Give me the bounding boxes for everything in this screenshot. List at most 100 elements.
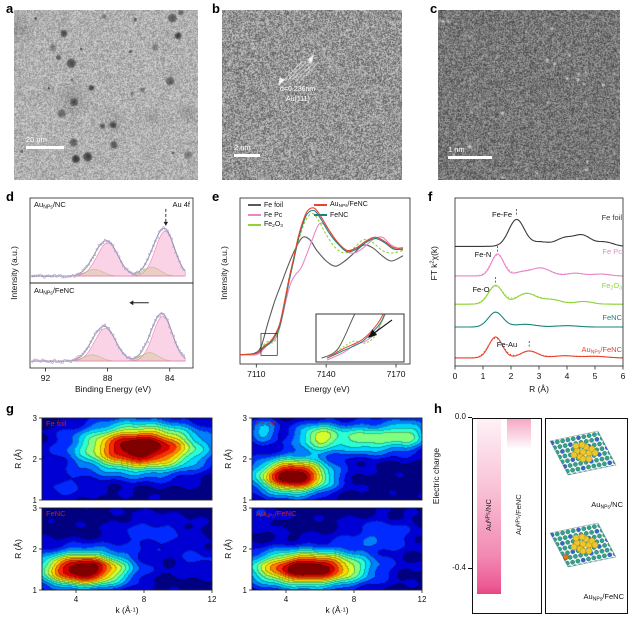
panel-c-letter: c (430, 1, 438, 16)
c-atom (570, 436, 576, 442)
xps-raw-dot (180, 265, 183, 269)
exafs-x-axis-title: R (Å) (529, 384, 549, 394)
xps-raw-dot (117, 346, 121, 350)
xps-raw-dot (178, 260, 181, 263)
inset-curve (326, 314, 385, 359)
xps-raw-dot (103, 323, 107, 327)
n-atom (607, 460, 613, 466)
xanes-y-axis-title: Intensity (a.u.) (219, 246, 229, 300)
au-atom (578, 441, 586, 449)
c-atom (567, 463, 573, 468)
scalebar-c-bar (448, 155, 492, 159)
xanes-curve (239, 207, 404, 356)
n-atom (560, 541, 565, 546)
xanes-x-axis-title: Energy (eV) (304, 384, 350, 394)
c-atom (610, 454, 615, 460)
c-atom (557, 444, 563, 449)
c-atom (591, 555, 597, 561)
legend-label: Fe Pc (264, 211, 283, 219)
xps-raw-dot (79, 354, 83, 358)
c-atom (597, 523, 603, 528)
xps-raw-dot (111, 244, 115, 247)
xps-x-axis-title: Binding Energy (eV) (74, 384, 152, 394)
xps-raw-dot (103, 238, 107, 242)
c-atom (592, 432, 597, 437)
au-atom (585, 455, 593, 463)
xps-raw-dot (138, 271, 141, 274)
xps-raw-dot (51, 361, 54, 364)
xps-raw-dot (164, 228, 167, 231)
ft-fit-curve (455, 285, 623, 305)
xps-raw-dot (55, 360, 58, 363)
zoom-region-rect (260, 333, 278, 356)
xps-raw-dot (49, 359, 52, 363)
xps-raw-dot (41, 358, 44, 362)
charge-tick-neg04: -0.4 (452, 563, 466, 572)
au-atom (578, 533, 586, 541)
xps-raw-dot (180, 352, 183, 355)
charge-bar-aunps-fenc (507, 419, 531, 449)
c-atom (596, 554, 602, 560)
xps-raw-dot (156, 315, 159, 318)
legend-line-fe-foil (248, 204, 261, 206)
xps-raw-dot (125, 267, 129, 271)
xps-raw-dot (154, 318, 157, 322)
x-tick-label: 6 (621, 371, 626, 381)
c-atom (560, 438, 565, 444)
c-atom (599, 538, 605, 543)
c-atom (602, 543, 607, 548)
x-tick-label: 8 (142, 595, 147, 604)
fe-atom (563, 554, 569, 560)
panel-f-letter: f (428, 189, 433, 204)
c-atom (581, 526, 587, 531)
c-atom (562, 545, 568, 551)
xps-raw-dot (162, 226, 165, 229)
xps-raw-dot (97, 243, 101, 247)
xps-raw-dot (63, 275, 66, 279)
au-atom (572, 534, 580, 542)
xps-raw-dot (148, 252, 151, 256)
xps-y-axis-title: Intensity (a.u.) (9, 246, 19, 300)
xps-raw-dot (172, 245, 175, 248)
scalebar-a-bar (26, 145, 64, 149)
legend-label: AuNPs/FeNC (330, 200, 368, 210)
wavelet-title-fe-foil: Fe foil (46, 419, 67, 428)
c-atom (552, 445, 557, 451)
charge-tickmark-0 (468, 417, 472, 418)
charge-tickmark-neg04 (468, 568, 472, 569)
xps-raw-dot (174, 251, 177, 254)
xps-raw-dot (59, 361, 62, 364)
exafs-y-axis-title: FT k2χ(k) (429, 246, 439, 281)
y-tick-label: 3 (243, 504, 248, 513)
n-atom (594, 529, 600, 534)
c-atom (554, 542, 560, 547)
xps-raw-dot (129, 271, 133, 274)
xps-raw-dot (95, 247, 99, 251)
xps-sample-2-label: AuNPs/FeNC (34, 286, 75, 297)
au-atom (591, 449, 599, 457)
legend-item: Fe foil (248, 200, 283, 210)
exafs-label-fenc: FeNC (602, 313, 622, 322)
xps-raw-dot (55, 275, 58, 278)
n-atom (576, 527, 581, 533)
charge-y-axis-title: Electric charge (431, 448, 441, 505)
c-atom (570, 528, 576, 534)
xps-raw-dot (111, 333, 115, 337)
peak-annotation: Fe-O (472, 285, 489, 294)
charge-tick-0: 0.0 (454, 412, 466, 421)
hrtem-image-b (222, 10, 402, 180)
xps-raw-dot (97, 329, 101, 332)
ft-curve (455, 336, 624, 359)
down-arrow-head (163, 221, 169, 226)
xps-raw-dot (148, 334, 151, 337)
xps-raw-dot (33, 358, 36, 361)
wavelet-map-aunps-fenc (252, 508, 422, 590)
xps-raw-dot (158, 230, 161, 233)
xps-raw-dot (136, 270, 139, 274)
c-atom (557, 536, 563, 541)
xps-raw-dot (47, 360, 50, 363)
xps-raw-dot (142, 346, 145, 349)
xps-raw-dot (93, 332, 97, 335)
xps-raw-dot (170, 331, 173, 334)
xps-raw-dot (170, 237, 173, 241)
